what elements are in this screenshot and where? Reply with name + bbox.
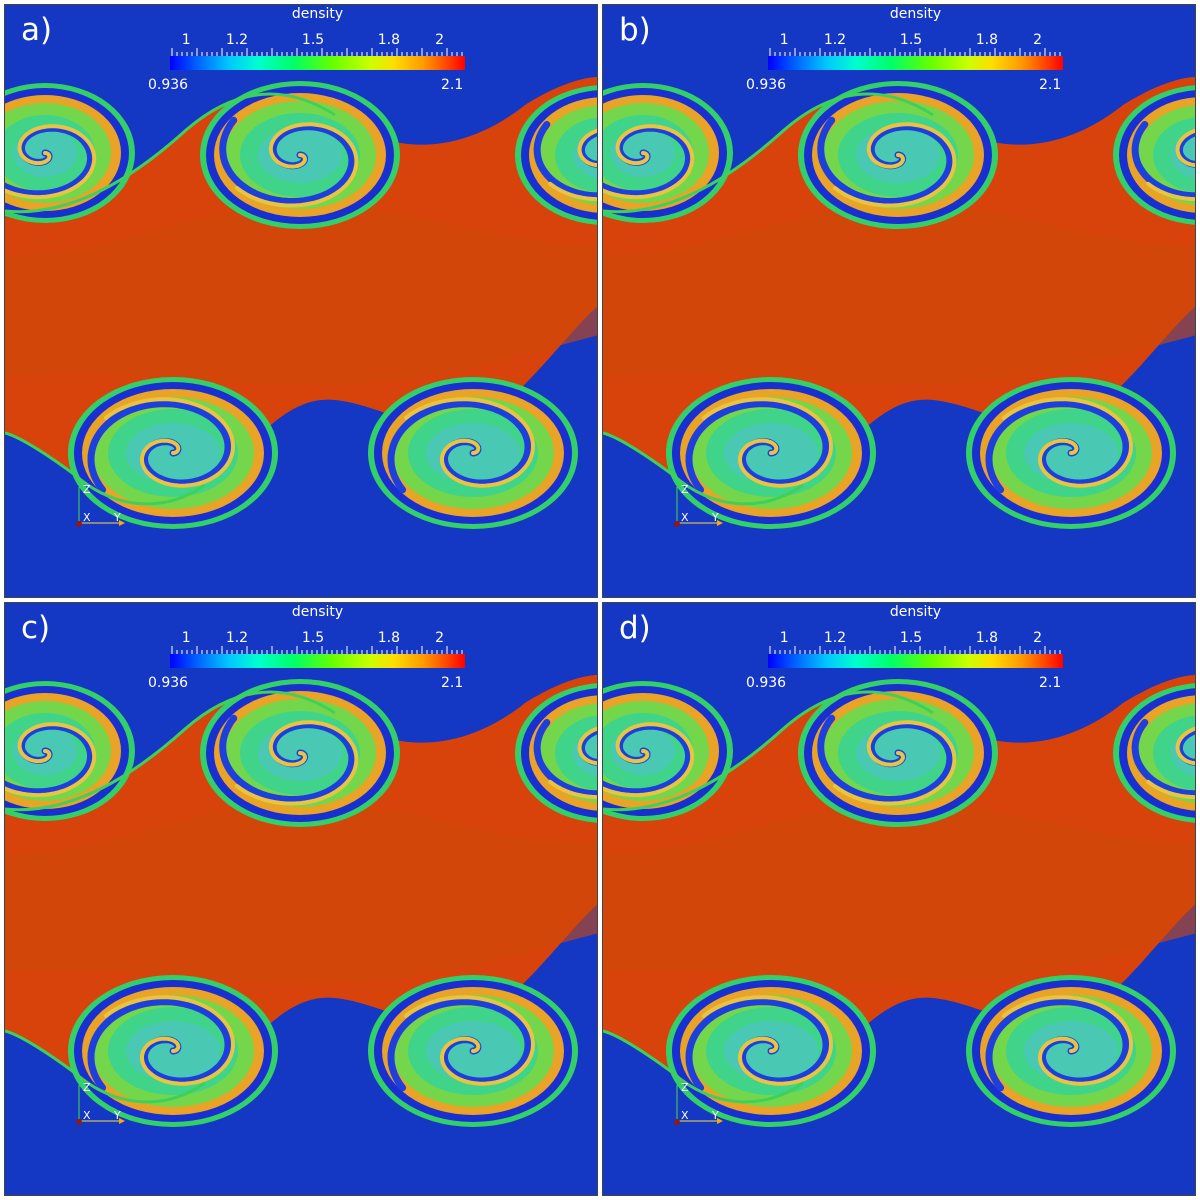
- panel-label: c): [21, 610, 51, 646]
- axis-x-label: X: [681, 1109, 689, 1122]
- axis-x-label: X: [83, 511, 91, 524]
- colorbar-tick-label: 1.2: [823, 32, 847, 48]
- colorbar-min-label: 0.936: [148, 675, 189, 691]
- axes-triad-icon: Z X Y: [674, 483, 723, 527]
- panel-label: a): [21, 12, 53, 48]
- colorbar-tick-label: 1.5: [899, 630, 923, 646]
- colorbar: [170, 56, 465, 70]
- axis-y-label: Y: [113, 1109, 121, 1122]
- axis-y-label: Y: [113, 511, 121, 524]
- colorbar-tick-label: 1.5: [301, 32, 325, 48]
- colorbar-tick-label: 1: [779, 32, 789, 48]
- axis-z-label: Z: [681, 483, 689, 496]
- colorbar: [768, 56, 1063, 70]
- axis-z-label: Z: [83, 1081, 91, 1094]
- density-field-a: [5, 5, 597, 597]
- density-field-c: [5, 603, 597, 1195]
- axis-y-label: Y: [711, 511, 719, 524]
- axes-triad-icon: Z X Y: [76, 483, 125, 527]
- colorbar-ticks: [171, 646, 463, 655]
- axis-z-label: Z: [83, 483, 91, 496]
- density-field-b: [603, 5, 1195, 597]
- colorbar-max-label: 2.1: [1039, 77, 1062, 93]
- colorbar-tick-label: 1.8: [377, 630, 401, 646]
- colorbar-min-label: 0.936: [148, 77, 189, 93]
- colorbar-max-label: 2.1: [441, 77, 464, 93]
- axis-y-label: Y: [711, 1109, 719, 1122]
- colorbar-title: density: [291, 604, 344, 620]
- colorbar-tick-label: 1.8: [975, 32, 999, 48]
- colorbar-tick-label: 2: [435, 630, 445, 646]
- colorbar-tick-label: 1.2: [225, 32, 249, 48]
- axes-triad-icon: Z X Y: [76, 1081, 125, 1125]
- panel-label: b): [619, 12, 651, 48]
- colorbar-tick-label: 1.5: [301, 630, 325, 646]
- colorbar-tick-label: 1.8: [377, 32, 401, 48]
- colorbar-tick-label: 1.2: [225, 630, 249, 646]
- axis-x-label: X: [83, 1109, 91, 1122]
- colorbar-tick-label: 1: [181, 630, 191, 646]
- panel-a: a) density 1 1.2 1.5 1.8 2 0.936 2.1 Z X Y: [4, 4, 598, 598]
- colorbar: [768, 654, 1063, 668]
- colorbar-min-label: 0.936: [746, 675, 787, 691]
- colorbar-tick-label: 2: [435, 32, 445, 48]
- colorbar-tick-label: 1.5: [899, 32, 923, 48]
- colorbar-tick-label: 2: [1033, 32, 1043, 48]
- panel-b: b) density 1 1.2 1.5 1.8 2 0.936 2.1 Z X Y: [602, 4, 1196, 598]
- panel-label: d): [619, 610, 651, 646]
- colorbar-tick-label: 1.2: [823, 630, 847, 646]
- colorbar-tick-label: 1.8: [975, 630, 999, 646]
- colorbar-tick-label: 2: [1033, 630, 1043, 646]
- colorbar: [170, 654, 465, 668]
- panel-c: c) density 1 1.2 1.5 1.8 2 0.936 2.1 Z X Y: [4, 602, 598, 1196]
- panel-d: d) density 1 1.2 1.5 1.8 2 0.936 2.1 Z X Y: [602, 602, 1196, 1196]
- colorbar-tick-label: 1: [779, 630, 789, 646]
- colorbar-title: density: [889, 604, 942, 620]
- colorbar-title: density: [889, 6, 942, 22]
- density-field-d: [603, 603, 1195, 1195]
- colorbar-tick-label: 1: [181, 32, 191, 48]
- colorbar-min-label: 0.936: [746, 77, 787, 93]
- axis-x-label: X: [681, 511, 689, 524]
- axes-triad-icon: Z X Y: [674, 1081, 723, 1125]
- colorbar-title: density: [291, 6, 344, 22]
- colorbar-max-label: 2.1: [1039, 675, 1062, 691]
- colorbar-max-label: 2.1: [441, 675, 464, 691]
- axis-z-label: Z: [681, 1081, 689, 1094]
